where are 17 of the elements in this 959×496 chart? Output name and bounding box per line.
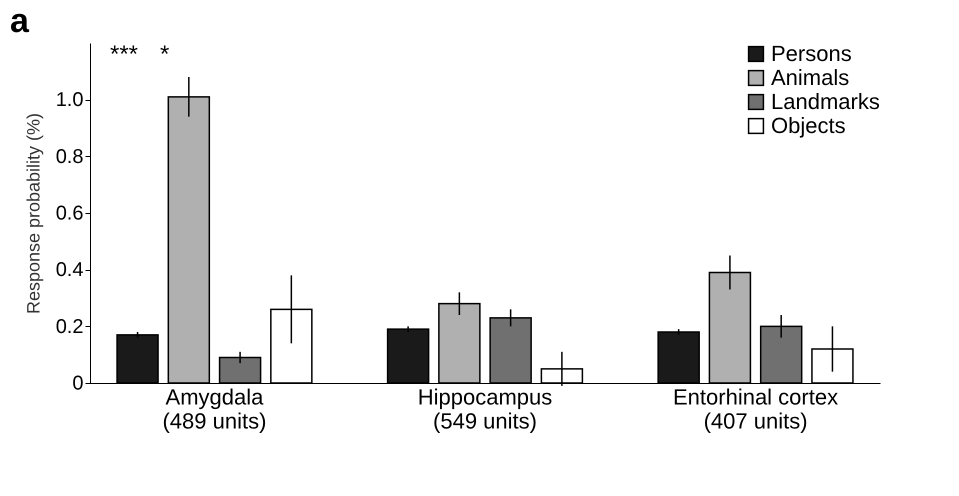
legend-label: Objects xyxy=(771,113,846,138)
chart-title: a xyxy=(10,2,30,40)
y-tick-label: 0.6 xyxy=(56,202,84,224)
y-tick-label: 0.8 xyxy=(56,146,84,168)
y-tick-label: 0.4 xyxy=(56,259,84,282)
x-tick-label: Amygdala (489 units) xyxy=(162,384,266,434)
y-tick-label: 1.0 xyxy=(56,89,84,112)
y-axis-title: Response probability (%) xyxy=(24,112,44,314)
legend-label: Persons xyxy=(771,41,852,66)
y-tick-label: 0 xyxy=(72,372,84,394)
x-tick-label: Hippocampus (549 units) xyxy=(418,384,552,434)
annotation: * xyxy=(160,41,170,68)
x-tick-label: Entorhinal cortex (407 units) xyxy=(673,384,838,434)
annotation: *** xyxy=(110,41,138,68)
legend-label: Landmarks xyxy=(771,89,880,114)
y-tick-label: 0.2 xyxy=(56,316,84,338)
legend-label: Animals xyxy=(771,65,850,90)
